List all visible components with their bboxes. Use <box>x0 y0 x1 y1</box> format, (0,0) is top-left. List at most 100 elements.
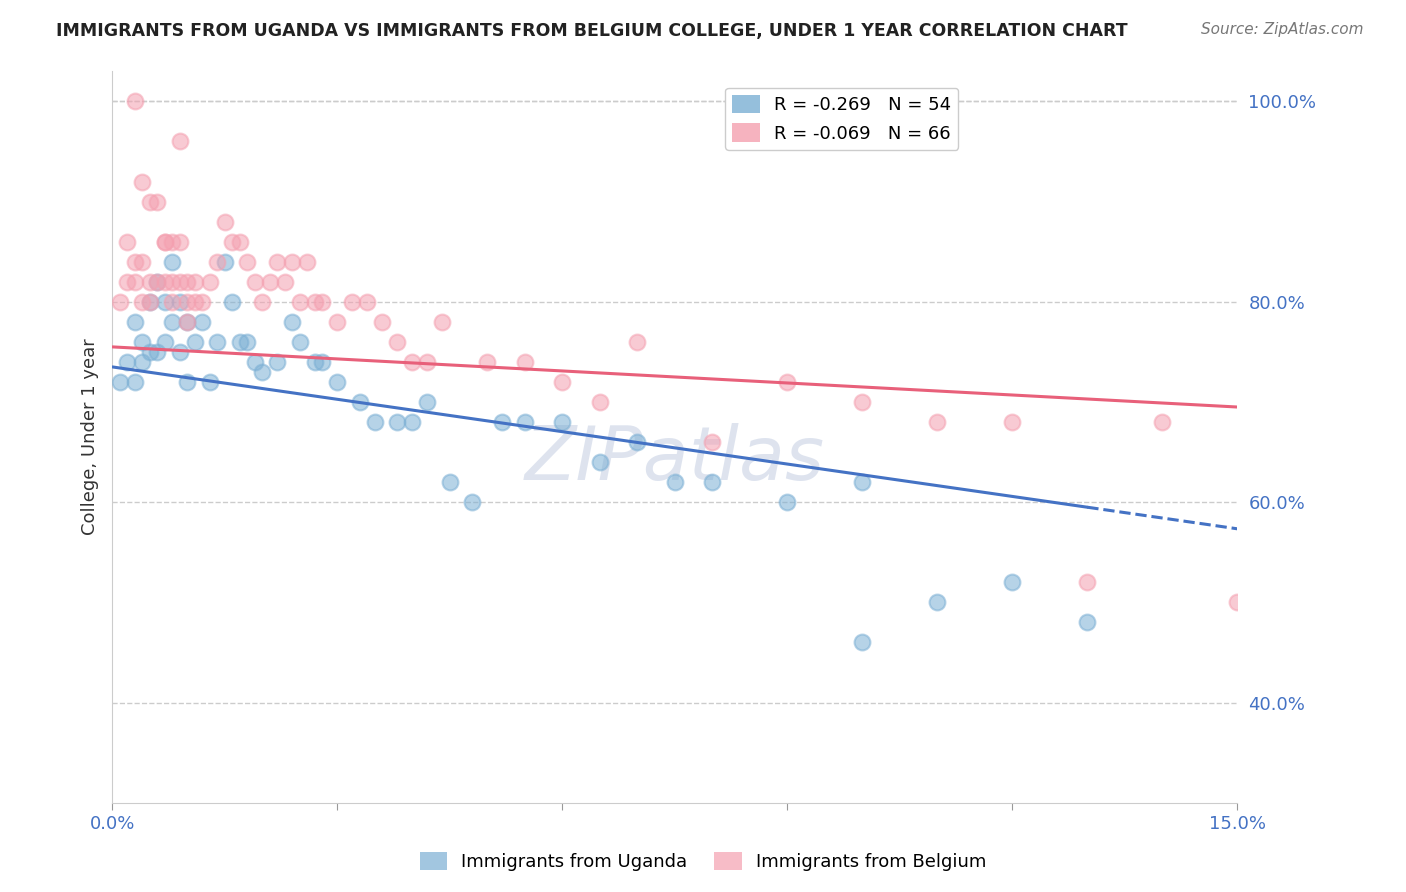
Point <box>214 254 236 268</box>
Point <box>281 315 304 329</box>
Point <box>221 294 243 309</box>
Point <box>184 275 207 289</box>
Point <box>626 334 648 349</box>
Point <box>851 475 873 490</box>
Point <box>288 294 311 309</box>
Text: IMMIGRANTS FROM UGANDA VS IMMIGRANTS FROM BELGIUM COLLEGE, UNDER 1 YEAR CORRELAT: IMMIGRANTS FROM UGANDA VS IMMIGRANTS FRO… <box>56 22 1128 40</box>
Point <box>153 294 176 309</box>
Point <box>153 334 176 349</box>
Point <box>356 294 378 309</box>
Point <box>281 254 304 268</box>
Legend: Immigrants from Uganda, Immigrants from Belgium: Immigrants from Uganda, Immigrants from … <box>412 845 994 879</box>
Point <box>304 355 326 369</box>
Point <box>176 315 198 329</box>
Point <box>146 194 169 209</box>
Point <box>461 495 484 509</box>
Point <box>124 315 146 329</box>
Point <box>589 395 612 409</box>
Point <box>702 475 724 490</box>
Point <box>124 254 146 268</box>
Point <box>198 375 221 389</box>
Point <box>416 355 439 369</box>
Point <box>387 334 409 349</box>
Point <box>851 395 873 409</box>
Point <box>311 355 333 369</box>
Point <box>626 435 648 450</box>
Point <box>169 345 191 359</box>
Point <box>124 375 146 389</box>
Point <box>387 415 409 429</box>
Point <box>252 294 274 309</box>
Point <box>184 334 207 349</box>
Point <box>169 235 191 249</box>
Text: ZIPatlas: ZIPatlas <box>524 423 825 495</box>
Point <box>176 275 198 289</box>
Point <box>162 315 184 329</box>
Point <box>176 294 198 309</box>
Point <box>191 294 214 309</box>
Y-axis label: College, Under 1 year: College, Under 1 year <box>80 339 98 535</box>
Point <box>349 395 371 409</box>
Legend: R = -0.269   N = 54, R = -0.069   N = 66: R = -0.269 N = 54, R = -0.069 N = 66 <box>725 87 959 150</box>
Point <box>851 635 873 649</box>
Point <box>169 135 191 149</box>
Point <box>259 275 281 289</box>
Point <box>1001 415 1024 429</box>
Point <box>266 355 288 369</box>
Point <box>439 475 461 490</box>
Point <box>176 375 198 389</box>
Point <box>153 275 176 289</box>
Point <box>162 254 184 268</box>
Point <box>243 355 266 369</box>
Point <box>169 275 191 289</box>
Point <box>108 375 131 389</box>
Point <box>297 254 319 268</box>
Point <box>124 275 146 289</box>
Point <box>776 375 799 389</box>
Point <box>131 294 153 309</box>
Point <box>153 235 176 249</box>
Point <box>221 235 243 249</box>
Point <box>191 315 214 329</box>
Point <box>162 235 184 249</box>
Point <box>252 365 274 379</box>
Point <box>117 355 139 369</box>
Point <box>1152 415 1174 429</box>
Point <box>139 275 162 289</box>
Point <box>1001 575 1024 590</box>
Point <box>551 375 574 389</box>
Point <box>229 235 252 249</box>
Text: Source: ZipAtlas.com: Source: ZipAtlas.com <box>1201 22 1364 37</box>
Point <box>432 315 454 329</box>
Point <box>664 475 686 490</box>
Point <box>551 415 574 429</box>
Point <box>207 334 229 349</box>
Point <box>124 95 146 109</box>
Point <box>288 334 311 349</box>
Point <box>927 595 949 609</box>
Point <box>364 415 387 429</box>
Point <box>139 194 162 209</box>
Point <box>371 315 394 329</box>
Point <box>229 334 252 349</box>
Point <box>139 294 162 309</box>
Point <box>342 294 364 309</box>
Point <box>326 375 349 389</box>
Point <box>131 254 153 268</box>
Point <box>146 345 169 359</box>
Point <box>162 275 184 289</box>
Point <box>117 275 139 289</box>
Point <box>236 334 259 349</box>
Point <box>131 334 153 349</box>
Point <box>311 294 333 309</box>
Point <box>131 175 153 189</box>
Point <box>401 355 423 369</box>
Point <box>416 395 439 409</box>
Point <box>702 435 724 450</box>
Point <box>214 214 236 228</box>
Point <box>139 294 162 309</box>
Point <box>513 355 536 369</box>
Point <box>184 294 207 309</box>
Point <box>236 254 259 268</box>
Point <box>589 455 612 469</box>
